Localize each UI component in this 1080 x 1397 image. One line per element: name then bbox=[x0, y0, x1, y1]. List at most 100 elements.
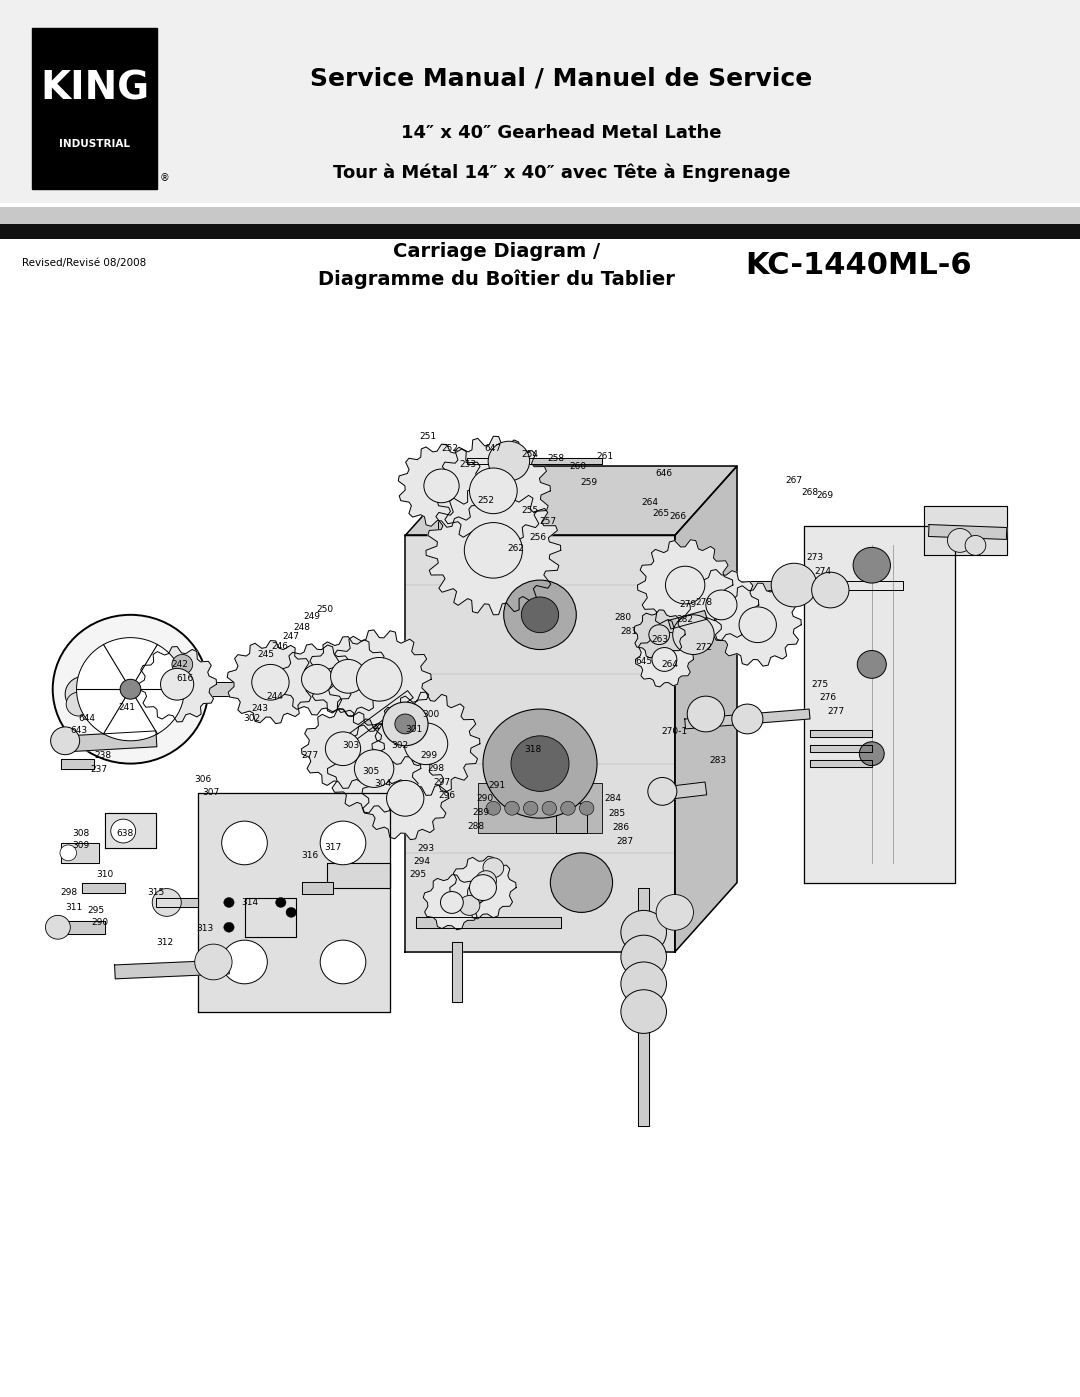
Circle shape bbox=[621, 911, 666, 954]
Polygon shape bbox=[638, 887, 649, 1126]
Circle shape bbox=[652, 648, 677, 672]
Polygon shape bbox=[634, 610, 685, 659]
Circle shape bbox=[275, 897, 286, 908]
Polygon shape bbox=[405, 467, 737, 535]
Polygon shape bbox=[399, 444, 485, 527]
Polygon shape bbox=[340, 690, 414, 747]
Circle shape bbox=[687, 696, 725, 732]
Text: 255: 255 bbox=[521, 506, 538, 515]
Text: KC-1440ML-6: KC-1440ML-6 bbox=[745, 251, 972, 279]
Polygon shape bbox=[307, 637, 390, 717]
Polygon shape bbox=[436, 436, 551, 545]
Text: 280: 280 bbox=[615, 613, 632, 622]
Text: 647: 647 bbox=[485, 444, 502, 453]
Text: 241: 241 bbox=[119, 703, 136, 711]
Text: 300: 300 bbox=[422, 710, 440, 718]
Polygon shape bbox=[327, 724, 421, 813]
Text: 309: 309 bbox=[72, 841, 90, 851]
Text: Carriage Diagram /: Carriage Diagram / bbox=[393, 242, 600, 261]
Text: 302: 302 bbox=[391, 742, 408, 750]
Polygon shape bbox=[675, 467, 737, 953]
Polygon shape bbox=[675, 581, 903, 590]
Polygon shape bbox=[810, 731, 872, 738]
Circle shape bbox=[524, 802, 538, 816]
Circle shape bbox=[771, 563, 816, 606]
Text: 638: 638 bbox=[117, 828, 134, 838]
Polygon shape bbox=[227, 641, 314, 724]
Text: 302: 302 bbox=[243, 714, 260, 724]
Text: Service Manual / Manuel de Service: Service Manual / Manuel de Service bbox=[310, 66, 813, 91]
Text: 245: 245 bbox=[258, 650, 274, 659]
Circle shape bbox=[483, 858, 503, 877]
Text: KING: KING bbox=[40, 70, 149, 108]
Circle shape bbox=[286, 908, 296, 918]
Polygon shape bbox=[805, 525, 955, 883]
Circle shape bbox=[221, 940, 268, 983]
Circle shape bbox=[966, 535, 986, 555]
Circle shape bbox=[194, 944, 232, 979]
Polygon shape bbox=[68, 731, 157, 752]
Text: 303: 303 bbox=[342, 742, 360, 750]
Circle shape bbox=[152, 888, 181, 916]
Circle shape bbox=[739, 606, 777, 643]
Polygon shape bbox=[198, 793, 390, 1011]
Circle shape bbox=[172, 654, 192, 675]
Polygon shape bbox=[477, 784, 603, 833]
Circle shape bbox=[459, 895, 480, 915]
Text: 301: 301 bbox=[405, 725, 422, 735]
Circle shape bbox=[301, 665, 333, 694]
Text: 297: 297 bbox=[433, 778, 450, 787]
Circle shape bbox=[320, 821, 366, 865]
Circle shape bbox=[542, 802, 556, 816]
Circle shape bbox=[77, 637, 185, 740]
Circle shape bbox=[60, 845, 77, 861]
Circle shape bbox=[330, 659, 366, 693]
Text: 305: 305 bbox=[363, 767, 380, 777]
Text: INDUSTRIAL: INDUSTRIAL bbox=[59, 138, 130, 148]
Polygon shape bbox=[923, 506, 1007, 555]
Polygon shape bbox=[301, 882, 333, 894]
Polygon shape bbox=[60, 921, 105, 933]
Circle shape bbox=[404, 722, 448, 764]
Text: 14″ x 40″ Gearhead Metal Lathe: 14″ x 40″ Gearhead Metal Lathe bbox=[402, 124, 721, 141]
Circle shape bbox=[120, 679, 140, 698]
Text: 307: 307 bbox=[203, 788, 220, 796]
Circle shape bbox=[354, 750, 394, 788]
Circle shape bbox=[947, 528, 972, 552]
Polygon shape bbox=[663, 782, 706, 799]
Circle shape bbox=[252, 665, 289, 700]
Text: 314: 314 bbox=[241, 898, 258, 907]
Circle shape bbox=[657, 894, 693, 930]
Polygon shape bbox=[449, 856, 516, 919]
Text: 285: 285 bbox=[608, 809, 625, 817]
Circle shape bbox=[470, 468, 517, 514]
Text: 318: 318 bbox=[524, 745, 541, 754]
Text: 316: 316 bbox=[301, 851, 319, 861]
Text: 298: 298 bbox=[60, 888, 78, 897]
Circle shape bbox=[621, 963, 666, 1006]
Polygon shape bbox=[669, 610, 707, 629]
Circle shape bbox=[561, 802, 576, 816]
Circle shape bbox=[221, 821, 268, 865]
Text: 261: 261 bbox=[597, 451, 613, 461]
Text: 298: 298 bbox=[428, 764, 445, 773]
Text: 645: 645 bbox=[635, 657, 652, 666]
Text: 277: 277 bbox=[301, 752, 319, 760]
Circle shape bbox=[325, 732, 361, 766]
Polygon shape bbox=[60, 759, 94, 768]
Text: 286: 286 bbox=[612, 823, 630, 831]
Polygon shape bbox=[810, 745, 872, 752]
Polygon shape bbox=[637, 539, 733, 630]
Text: 290: 290 bbox=[92, 918, 109, 926]
Circle shape bbox=[673, 615, 714, 654]
Text: 274: 274 bbox=[814, 567, 832, 576]
Circle shape bbox=[356, 658, 402, 701]
Text: 293: 293 bbox=[417, 844, 434, 854]
Text: 252: 252 bbox=[442, 444, 458, 453]
Text: 279: 279 bbox=[679, 601, 697, 609]
Circle shape bbox=[860, 742, 885, 766]
Text: 238: 238 bbox=[94, 752, 111, 760]
Polygon shape bbox=[929, 524, 1007, 539]
Text: 265: 265 bbox=[652, 509, 670, 518]
Text: 248: 248 bbox=[293, 623, 310, 633]
